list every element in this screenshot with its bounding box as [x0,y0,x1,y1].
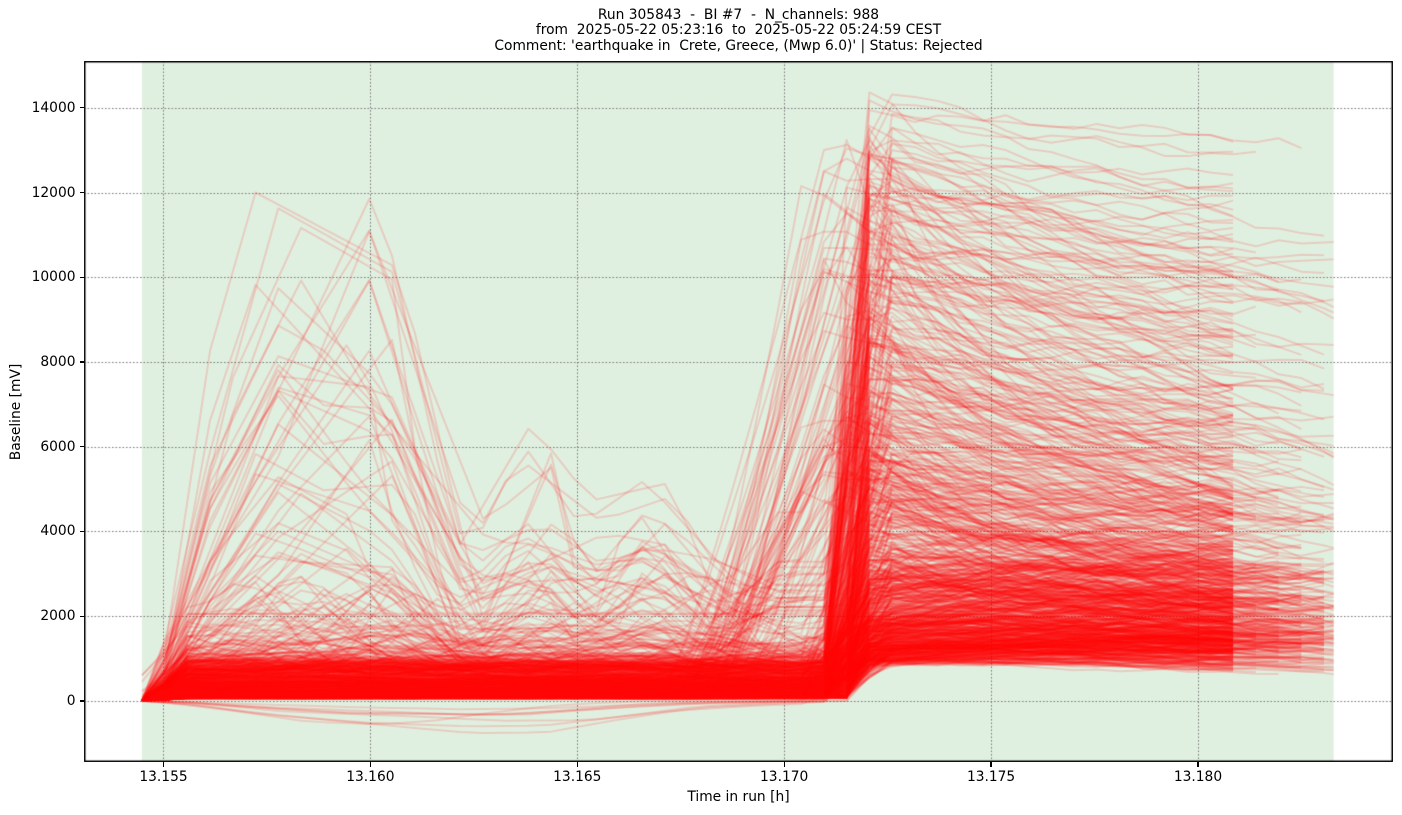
y-tick-label: 4000 [40,523,76,540]
x-tick-mark [369,762,372,767]
y-tick-mark [79,446,84,448]
x-tick-mark [162,762,165,767]
x-tick-label: 13.180 [1173,769,1223,785]
y-tick-mark [79,276,84,278]
y-tick-label: 2000 [40,608,76,625]
x-tick-label: 13.170 [760,769,809,785]
x-tick-label: 13.165 [553,769,602,785]
x-tick-label: 13.175 [966,769,1016,785]
y-axis-label: Baseline [mV] [8,363,24,461]
chart-title: Run 305843 - BI #7 - N_channels: 988 fro… [84,7,1393,54]
y-tick-label: 12000 [31,184,76,201]
y-tick-label: 6000 [40,438,76,455]
y-tick-mark [79,191,84,194]
x-tick-mark [576,762,578,767]
y-tick-label: 14000 [31,99,76,116]
x-tick-label: 13.160 [346,769,395,785]
y-tick-mark [79,361,84,363]
x-tick-label: 13.155 [139,769,188,785]
y-tick-label: 10000 [31,269,76,286]
x-tick-mark [990,762,992,767]
y-tick-mark [79,530,84,533]
y-tick-mark [79,700,84,702]
y-tick-mark [79,107,84,109]
y-tick-label: 8000 [40,354,76,370]
x-tick-mark [1197,762,1199,767]
x-axis-label: Time in run [h] [687,789,790,805]
x-tick-mark [783,762,785,767]
chart-title-line-3: Comment: 'earthquake in Crete, Greece, (… [494,37,983,54]
chart-title-line-2: from 2025-05-22 05:23:16 to 2025-05-22 0… [535,22,942,39]
y-tick-label: 0 [66,692,76,709]
y-tick-mark [79,615,84,617]
chart-title-line-1: Run 305843 - BI #7 - N_channels: 988 [597,7,880,23]
traces-canvas[interactable] [84,61,1393,762]
plot-area[interactable] [84,61,1393,762]
